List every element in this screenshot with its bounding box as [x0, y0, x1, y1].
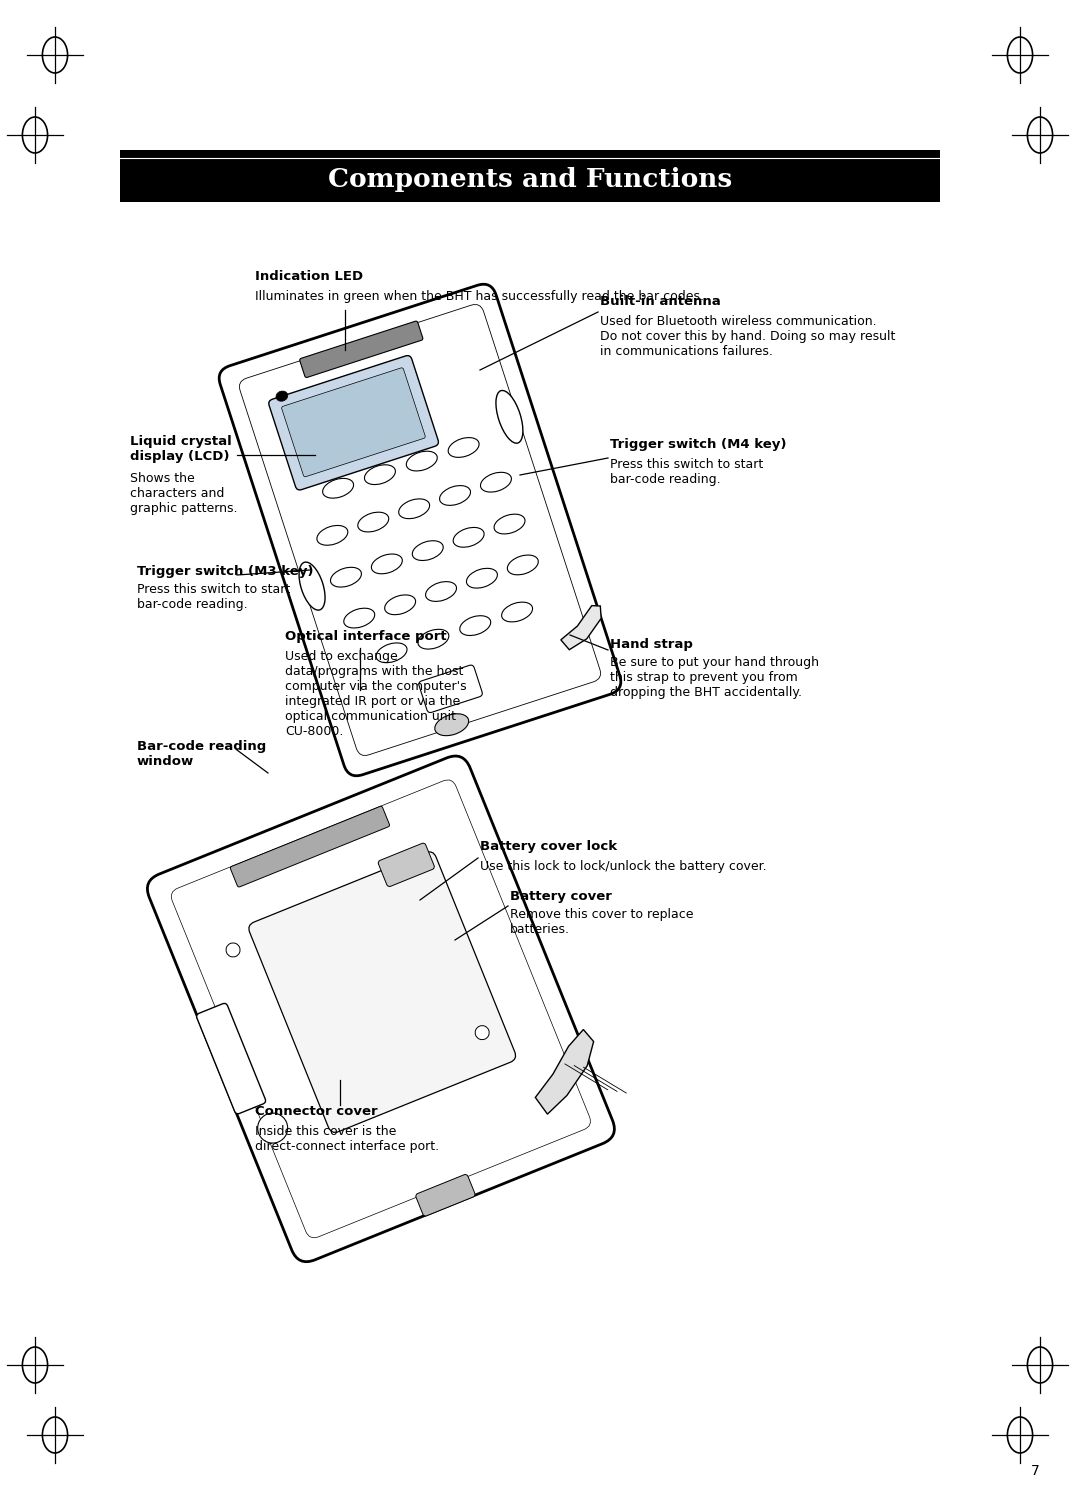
Ellipse shape: [435, 714, 469, 735]
Text: Be sure to put your hand through
this strap to prevent you from
dropping the BHT: Be sure to put your hand through this st…: [610, 656, 819, 699]
Text: Optical interface port: Optical interface port: [285, 630, 447, 644]
FancyBboxPatch shape: [300, 321, 423, 378]
Text: Use this lock to lock/unlock the battery cover.: Use this lock to lock/unlock the battery…: [480, 859, 766, 873]
FancyBboxPatch shape: [240, 304, 600, 756]
Text: Remove this cover to replace
batteries.: Remove this cover to replace batteries.: [510, 908, 694, 936]
Ellipse shape: [459, 615, 491, 636]
Text: 7: 7: [1031, 1464, 1040, 1478]
Text: Hand strap: Hand strap: [610, 638, 693, 651]
Ellipse shape: [317, 525, 348, 544]
Text: Liquid crystal
display (LCD): Liquid crystal display (LCD): [130, 435, 231, 463]
FancyBboxPatch shape: [415, 1174, 476, 1216]
Ellipse shape: [426, 582, 456, 602]
Ellipse shape: [494, 514, 525, 534]
Text: Inside this cover is the
direct-connect interface port.: Inside this cover is the direct-connect …: [255, 1125, 439, 1154]
Ellipse shape: [385, 596, 415, 615]
Polygon shape: [536, 1029, 594, 1114]
Text: Shows the
characters and
graphic patterns.: Shows the characters and graphic pattern…: [130, 472, 238, 514]
FancyBboxPatch shape: [249, 852, 515, 1132]
Ellipse shape: [330, 567, 362, 586]
FancyBboxPatch shape: [197, 1004, 266, 1114]
Ellipse shape: [371, 554, 402, 574]
FancyBboxPatch shape: [171, 780, 591, 1238]
Bar: [121, 150, 940, 202]
Ellipse shape: [365, 465, 395, 484]
Ellipse shape: [467, 568, 497, 588]
FancyBboxPatch shape: [269, 356, 438, 490]
Text: Trigger switch (M3 key): Trigger switch (M3 key): [137, 566, 313, 578]
Text: Used for Bluetooth wireless communication.
Do not cover this by hand. Doing so m: Used for Bluetooth wireless communicatio…: [600, 315, 895, 358]
Ellipse shape: [501, 602, 533, 622]
FancyBboxPatch shape: [378, 843, 435, 886]
Ellipse shape: [481, 472, 511, 492]
Text: Connector cover: Connector cover: [255, 1106, 378, 1118]
Ellipse shape: [449, 438, 479, 458]
Ellipse shape: [275, 392, 287, 400]
Ellipse shape: [407, 452, 437, 471]
Ellipse shape: [358, 512, 388, 532]
Text: Components and Functions: Components and Functions: [328, 166, 732, 192]
Ellipse shape: [476, 1026, 490, 1039]
Text: Used to exchange
data/programs with the host
computer via the computer's
integra: Used to exchange data/programs with the …: [285, 650, 467, 738]
Ellipse shape: [377, 644, 407, 663]
FancyBboxPatch shape: [220, 284, 621, 776]
Text: Press this switch to start
bar-code reading.: Press this switch to start bar-code read…: [137, 584, 291, 610]
Ellipse shape: [412, 540, 443, 561]
Text: Trigger switch (M4 key): Trigger switch (M4 key): [610, 438, 787, 452]
Polygon shape: [561, 606, 601, 650]
FancyBboxPatch shape: [282, 368, 425, 477]
Text: Bar-code reading
window: Bar-code reading window: [137, 740, 266, 768]
FancyBboxPatch shape: [230, 806, 390, 886]
Text: Built-in antenna: Built-in antenna: [600, 296, 721, 307]
Text: Press this switch to start
bar-code reading.: Press this switch to start bar-code read…: [610, 458, 763, 486]
Ellipse shape: [417, 630, 449, 650]
Ellipse shape: [399, 500, 429, 519]
Ellipse shape: [440, 486, 470, 506]
Ellipse shape: [299, 562, 325, 610]
Ellipse shape: [257, 1113, 287, 1143]
Text: Battery cover: Battery cover: [510, 890, 612, 903]
FancyBboxPatch shape: [147, 756, 614, 1262]
Ellipse shape: [496, 390, 523, 442]
Ellipse shape: [226, 944, 240, 957]
Ellipse shape: [323, 478, 354, 498]
Text: Indication LED: Indication LED: [255, 270, 363, 284]
Ellipse shape: [508, 555, 538, 574]
Ellipse shape: [343, 608, 374, 628]
Ellipse shape: [453, 528, 484, 548]
Text: Illuminates in green when the BHT has successfully read the bar codes.: Illuminates in green when the BHT has su…: [255, 290, 704, 303]
FancyBboxPatch shape: [419, 664, 482, 712]
Text: Battery cover lock: Battery cover lock: [480, 840, 618, 854]
